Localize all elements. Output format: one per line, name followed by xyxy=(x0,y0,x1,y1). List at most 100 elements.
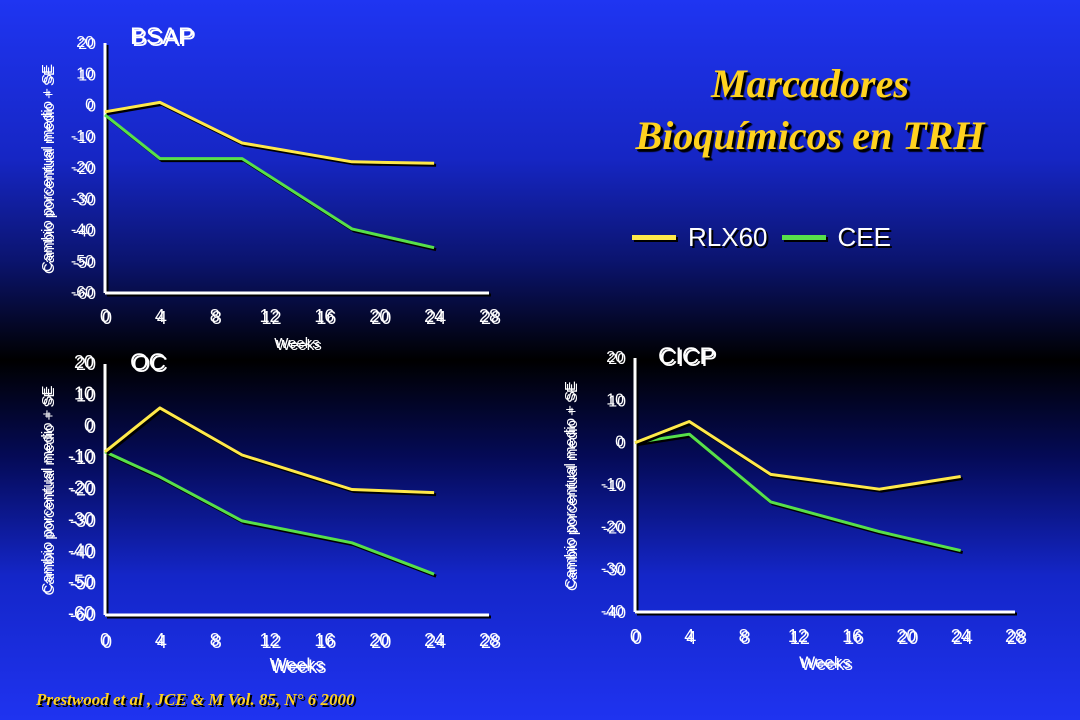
y-tick-label-shadow: -20 xyxy=(70,480,96,500)
x-tick-label: 16 xyxy=(842,626,862,646)
y-tick-label-shadow: 10 xyxy=(608,393,626,410)
x-tick-label-shadow: 8 xyxy=(741,628,751,648)
y-tick-label-shadow: 20 xyxy=(76,354,96,374)
x-tick-label-shadow: 24 xyxy=(426,308,446,328)
y-tick-label-shadow: -30 xyxy=(70,511,96,531)
legend-label-cee: CEE xyxy=(837,222,891,252)
y-tick-label-shadow: 0 xyxy=(87,99,96,116)
y-tick-label: -20 xyxy=(601,518,624,535)
x-tick-label: 20 xyxy=(369,630,389,650)
y-tick-label: 0 xyxy=(85,97,94,114)
chart-legend: RLX60 CEE xyxy=(632,222,905,253)
y-tick-label-shadow: -20 xyxy=(603,520,626,537)
y-tick-label-shadow: -30 xyxy=(603,563,626,580)
chart-title: CICP xyxy=(658,343,715,370)
chart-title-shadow: BSAP xyxy=(132,25,196,52)
slide-title-line1: Marcadores xyxy=(711,61,909,106)
legend-item-rlx60: RLX60 xyxy=(632,222,768,253)
y-tick-label-shadow: 0 xyxy=(617,436,626,453)
x-tick-label-shadow: 16 xyxy=(316,632,336,652)
series-line-shadow-cee xyxy=(106,452,437,578)
series-line-rlx60 xyxy=(634,420,961,491)
legend-swatch-rlx60 xyxy=(632,235,676,240)
y-tick-label: 0 xyxy=(84,415,94,435)
y-tick-label: -40 xyxy=(71,222,94,239)
x-tick-label-shadow: 4 xyxy=(686,628,696,648)
x-tick-label: 20 xyxy=(369,306,389,326)
x-tick-label: 0 xyxy=(100,630,110,650)
x-tick-label: 28 xyxy=(1005,626,1025,646)
y-tick-label-shadow: -50 xyxy=(70,574,96,594)
x-axis-title-shadow: Weeks xyxy=(276,337,322,354)
y-tick-label-shadow: -10 xyxy=(73,130,96,147)
y-tick-label: -60 xyxy=(68,603,94,623)
y-tick-label: -10 xyxy=(601,476,624,493)
x-tick-label-shadow: 12 xyxy=(790,628,810,648)
x-tick-label: 4 xyxy=(684,626,694,646)
x-tick-label-shadow: 24 xyxy=(953,628,973,648)
y-tick-label-shadow: 0 xyxy=(86,417,96,437)
y-tick-label: -40 xyxy=(68,540,94,560)
y-tick-label: 20 xyxy=(76,34,94,51)
chart-title-shadow: OC xyxy=(132,351,168,378)
series-line-rlx60 xyxy=(104,406,435,495)
y-tick-label-shadow: 10 xyxy=(78,67,96,84)
x-tick-label-shadow: 8 xyxy=(212,308,222,328)
legend-item-cee: CEE xyxy=(781,222,891,253)
x-tick-label: 0 xyxy=(100,306,110,326)
y-tick-label-shadow: 20 xyxy=(78,36,96,53)
x-tick-label-shadow: 12 xyxy=(262,632,282,652)
y-tick-label: 0 xyxy=(615,434,624,451)
y-tick-label-shadow: -60 xyxy=(73,286,96,303)
x-tick-label-shadow: 24 xyxy=(426,632,446,652)
x-tick-label: 20 xyxy=(896,626,916,646)
y-tick-label-shadow: -40 xyxy=(603,605,626,622)
y-tick-label: -60 xyxy=(71,284,94,301)
x-tick-label-shadow: 0 xyxy=(632,628,642,648)
y-tick-label-shadow: -50 xyxy=(73,255,96,272)
x-tick-label: 24 xyxy=(424,630,444,650)
x-tick-label: 0 xyxy=(630,626,640,646)
x-tick-label: 12 xyxy=(788,626,808,646)
y-tick-label: 10 xyxy=(76,65,94,82)
series-line-shadow-rlx60 xyxy=(106,102,437,167)
y-tick-label-shadow: 20 xyxy=(608,351,626,368)
x-tick-label-shadow: 20 xyxy=(371,632,391,652)
y-tick-label-shadow: -40 xyxy=(73,224,96,241)
y-tick-label: -40 xyxy=(601,603,624,620)
y-axis-title-shadow: Cambio porcentual medio + SE xyxy=(41,66,58,274)
x-tick-label-shadow: 28 xyxy=(481,308,501,328)
series-line-cee xyxy=(104,113,435,250)
series-line-cee xyxy=(634,432,962,553)
y-tick-label: -30 xyxy=(71,190,94,207)
legend-swatch-cee xyxy=(781,235,826,240)
y-tick-label: -50 xyxy=(71,253,94,270)
x-tick-label: 12 xyxy=(260,630,280,650)
y-tick-label: -30 xyxy=(601,561,624,578)
chart-bsap: 2020101000-10-10-20-20-30-30-40-40-50-50… xyxy=(39,23,501,354)
x-tick-label: 16 xyxy=(314,306,334,326)
citation: Prestwood et al , JCE & M Vol. 85, N° 6 … xyxy=(36,690,355,709)
y-tick-label: -30 xyxy=(68,509,94,529)
y-tick-label: -10 xyxy=(71,128,94,145)
x-tick-label-shadow: 16 xyxy=(844,628,864,648)
x-tick-label: 8 xyxy=(739,626,749,646)
x-tick-label: 16 xyxy=(314,630,334,650)
series-line-shadow-rlx60 xyxy=(636,422,963,493)
legend-label-rlx60: RLX60 xyxy=(688,222,768,252)
chart-title: OC xyxy=(130,349,166,376)
y-tick-label: -20 xyxy=(71,159,94,176)
x-axis-title-shadow: Weeks xyxy=(801,655,853,674)
x-tick-label-shadow: 4 xyxy=(157,308,167,328)
x-tick-label: 24 xyxy=(951,626,971,646)
y-tick-label-shadow: -60 xyxy=(70,605,96,625)
chart-title: BSAP xyxy=(130,23,194,50)
x-tick-label-shadow: 0 xyxy=(102,308,112,328)
y-tick-label-shadow: 10 xyxy=(76,385,96,405)
x-tick-label-shadow: 28 xyxy=(481,632,501,652)
x-tick-label-shadow: 28 xyxy=(1007,628,1027,648)
slide-title-line2: Bioquímicos en TRH xyxy=(635,113,985,158)
x-tick-label-shadow: 0 xyxy=(102,632,112,652)
x-tick-label: 28 xyxy=(479,630,499,650)
